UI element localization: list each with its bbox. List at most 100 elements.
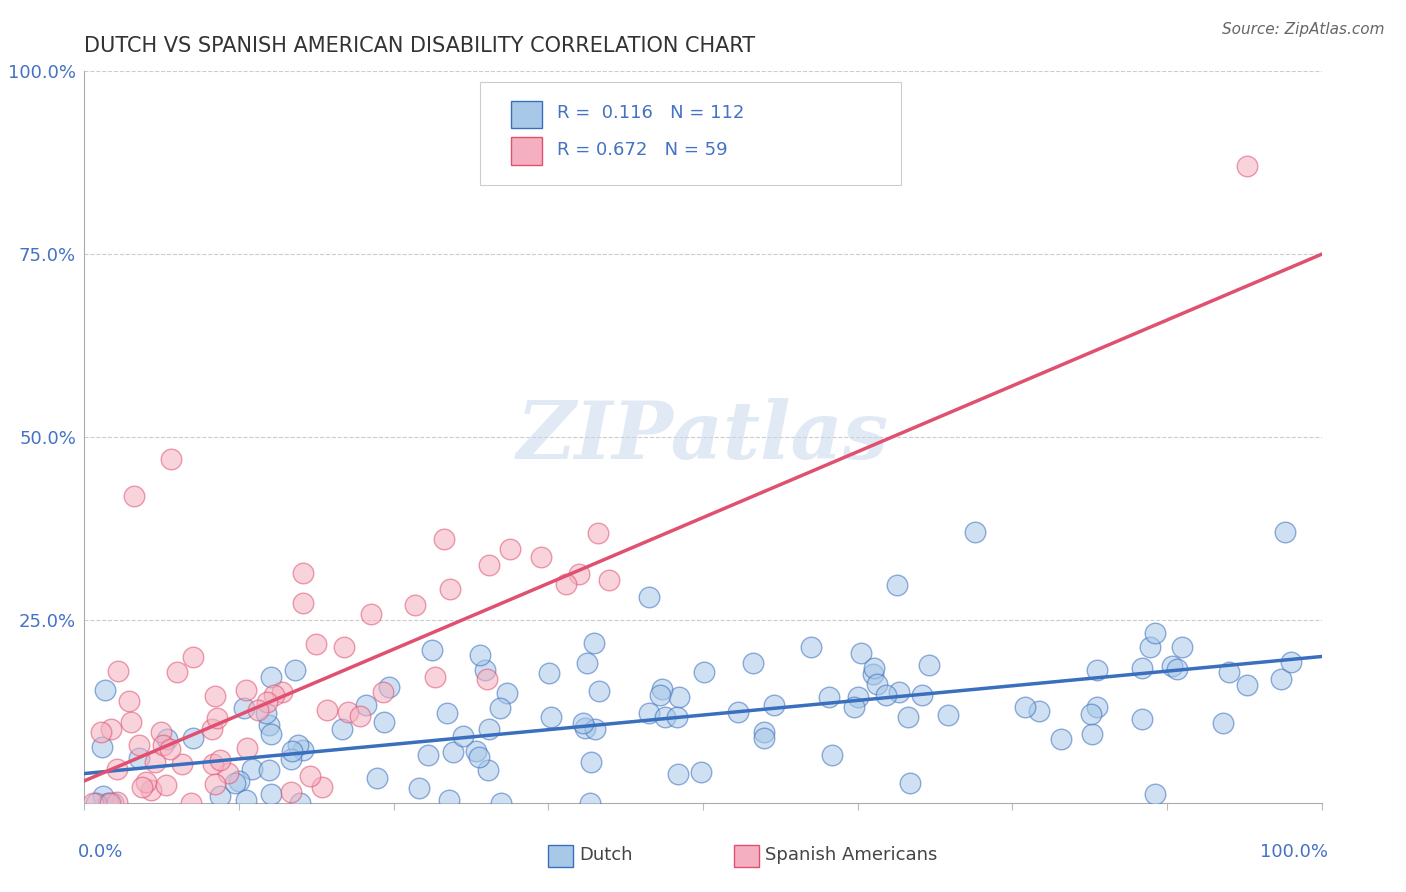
Point bbox=[938, 708, 960, 723]
Point bbox=[90, 724, 112, 739]
Point bbox=[898, 776, 921, 790]
Point bbox=[235, 683, 257, 698]
Point bbox=[94, 682, 117, 697]
Point bbox=[844, 699, 866, 714]
Point bbox=[848, 690, 870, 704]
FancyBboxPatch shape bbox=[481, 82, 901, 185]
Point bbox=[408, 781, 430, 796]
Point bbox=[337, 705, 360, 719]
Point bbox=[478, 722, 501, 736]
Point bbox=[574, 721, 596, 735]
Point bbox=[477, 763, 499, 777]
Point bbox=[256, 695, 278, 709]
Point bbox=[97, 796, 120, 810]
Point bbox=[666, 710, 689, 724]
FancyBboxPatch shape bbox=[512, 101, 543, 128]
Point bbox=[1144, 787, 1167, 801]
Point bbox=[441, 745, 464, 759]
Point bbox=[1279, 655, 1302, 669]
Point bbox=[889, 685, 911, 699]
Point bbox=[763, 698, 786, 712]
Point bbox=[101, 796, 124, 810]
Point bbox=[866, 677, 889, 691]
Point bbox=[228, 773, 250, 788]
Point bbox=[862, 661, 884, 675]
Point bbox=[152, 738, 174, 752]
Point bbox=[1014, 700, 1036, 714]
Point bbox=[598, 574, 620, 588]
Point bbox=[82, 796, 104, 810]
Point bbox=[281, 744, 304, 758]
Point bbox=[1236, 160, 1258, 174]
Point bbox=[862, 666, 884, 681]
Point bbox=[579, 796, 602, 810]
Point bbox=[588, 684, 610, 698]
Point bbox=[360, 607, 382, 621]
Point bbox=[235, 741, 257, 756]
Point bbox=[583, 722, 606, 736]
Point bbox=[583, 636, 606, 650]
Point bbox=[166, 665, 188, 679]
Point bbox=[280, 752, 302, 766]
Point bbox=[489, 700, 512, 714]
Point bbox=[217, 766, 239, 780]
Point bbox=[1139, 640, 1161, 654]
Point bbox=[143, 756, 166, 770]
Point bbox=[1050, 732, 1073, 747]
Point bbox=[568, 567, 591, 582]
Point bbox=[468, 750, 491, 764]
Point bbox=[1166, 662, 1188, 676]
Point bbox=[333, 640, 356, 655]
Point bbox=[433, 533, 456, 547]
Point bbox=[651, 682, 673, 697]
Point bbox=[84, 796, 107, 810]
Text: Dutch: Dutch bbox=[579, 847, 633, 864]
Point bbox=[1080, 706, 1102, 721]
Point bbox=[638, 590, 661, 604]
Point bbox=[586, 525, 609, 540]
Point bbox=[305, 637, 328, 651]
Point bbox=[1171, 640, 1194, 654]
Point bbox=[292, 743, 315, 757]
Point bbox=[204, 777, 226, 791]
Point bbox=[118, 694, 141, 708]
Point bbox=[240, 762, 263, 776]
Point bbox=[499, 541, 522, 556]
Point bbox=[202, 756, 225, 771]
Point bbox=[886, 578, 908, 592]
Point bbox=[139, 782, 162, 797]
Point bbox=[439, 582, 461, 596]
Point bbox=[204, 689, 226, 703]
Point bbox=[233, 701, 256, 715]
FancyBboxPatch shape bbox=[548, 846, 574, 867]
Point bbox=[478, 558, 501, 572]
Point bbox=[475, 673, 498, 687]
Point bbox=[260, 787, 283, 801]
Point bbox=[1144, 626, 1167, 640]
Text: Spanish Americans: Spanish Americans bbox=[765, 847, 938, 864]
Text: R = 0.672   N = 59: R = 0.672 N = 59 bbox=[557, 141, 728, 159]
Text: R =  0.116   N = 112: R = 0.116 N = 112 bbox=[557, 104, 744, 122]
Text: DUTCH VS SPANISH AMERICAN DISABILITY CORRELATION CHART: DUTCH VS SPANISH AMERICAN DISABILITY COR… bbox=[84, 36, 755, 56]
Point bbox=[373, 714, 395, 729]
FancyBboxPatch shape bbox=[734, 846, 759, 867]
Point bbox=[754, 731, 776, 746]
Point bbox=[288, 796, 311, 810]
Point bbox=[280, 785, 302, 799]
Point bbox=[690, 765, 713, 780]
Point bbox=[1085, 663, 1108, 677]
Point bbox=[205, 711, 228, 725]
Point bbox=[817, 690, 839, 704]
Point bbox=[271, 685, 294, 699]
Point bbox=[821, 747, 844, 762]
Point bbox=[465, 744, 488, 758]
Point bbox=[572, 715, 595, 730]
Point bbox=[538, 666, 561, 681]
Point bbox=[1081, 727, 1104, 741]
Point bbox=[122, 489, 145, 503]
Point bbox=[1274, 525, 1296, 540]
Point bbox=[495, 686, 517, 700]
Point bbox=[263, 688, 285, 702]
Point bbox=[1218, 665, 1240, 680]
Point bbox=[540, 710, 562, 724]
